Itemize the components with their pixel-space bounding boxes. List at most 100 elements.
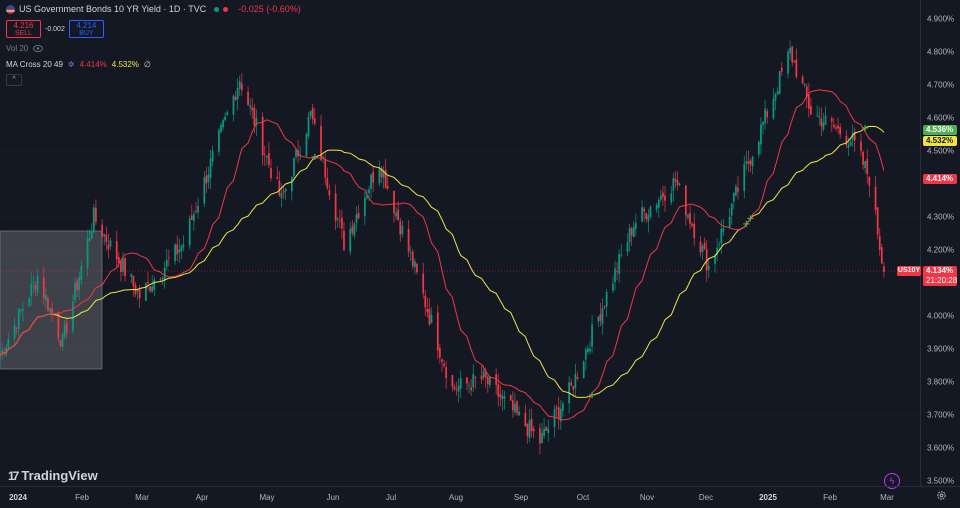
last-price-badge: 4.134% 21:20:28: [923, 266, 957, 286]
candle-body: [459, 377, 462, 389]
price-tick: 4.000%: [927, 311, 955, 321]
candle-body: [265, 156, 268, 158]
candle-body: [445, 367, 447, 379]
buy-button[interactable]: 4.214 BUY: [68, 20, 104, 38]
candle-body: [874, 186, 877, 211]
candle-body: [824, 115, 827, 125]
candle-body: [295, 149, 297, 158]
sell-button[interactable]: 4.216 SELL: [6, 20, 41, 38]
candle-body: [368, 189, 370, 194]
candle-body: [835, 127, 837, 129]
price-chart[interactable]: +++++: [0, 0, 920, 486]
candle-body: [211, 150, 214, 162]
candle-body: [49, 308, 51, 312]
candle-body: [372, 171, 375, 183]
candle-body: [311, 107, 314, 120]
candle-body: [468, 384, 470, 386]
candle-body: [614, 268, 616, 283]
symbol-title[interactable]: US Government Bonds 10 YR Yield · 1D · T…: [19, 4, 207, 14]
selection-box[interactable]: [0, 230, 103, 370]
candle-body: [353, 223, 356, 236]
candle-body: [80, 266, 83, 280]
candle-body: [822, 122, 825, 130]
candle-body: [647, 215, 650, 222]
candle-body: [674, 179, 677, 182]
candle-body: [324, 158, 327, 178]
ma-slow-line: [0, 125, 885, 398]
eye-icon[interactable]: [33, 45, 44, 52]
candle-body: [178, 249, 181, 253]
candle-body: [699, 241, 702, 253]
candle-body: [182, 244, 185, 248]
candle-body: [630, 228, 633, 236]
candle-body: [117, 257, 120, 264]
candle-body: [849, 142, 852, 146]
candle-body: [92, 207, 95, 233]
candle-body: [499, 394, 502, 398]
collapse-legend-button[interactable]: ^: [6, 74, 22, 86]
candle-body: [176, 244, 179, 255]
ma-cross-legend[interactable]: MA Cross 20 49 ✲ 4.414% 4.532% ∅: [6, 60, 151, 69]
price-scale[interactable]: 4.900% 4.800% 4.700% 4.600% 4.500% 4.300…: [920, 0, 960, 486]
candle-body: [532, 428, 535, 432]
volume-indicator[interactable]: Vol 20: [6, 44, 44, 53]
candle-body: [480, 375, 483, 380]
price-tick: 3.600%: [927, 443, 955, 453]
time-label: Feb: [823, 493, 837, 502]
candle-body: [818, 116, 821, 118]
ma-fast-line: [0, 89, 885, 421]
candle-body: [597, 316, 600, 322]
candle-body: [101, 224, 104, 237]
candle-body: [32, 282, 35, 283]
candle-body: [539, 428, 541, 444]
time-scale[interactable]: 2024 Feb Mar Apr May Jun Jul Aug Sep Oct…: [0, 486, 960, 508]
us-flag-icon: [6, 4, 15, 14]
candle-body: [634, 223, 637, 229]
candle-body: [439, 347, 441, 358]
candle-body: [138, 289, 141, 299]
candle-body: [261, 116, 264, 156]
candle-body: [866, 159, 869, 175]
candle-body: [833, 124, 835, 128]
candle-body: [109, 240, 112, 247]
time-label: Dec: [698, 493, 714, 502]
candle-body: [678, 183, 681, 185]
candle-body: [868, 176, 871, 186]
candle-body: [837, 125, 839, 129]
candle-body: [341, 217, 343, 229]
candle-body: [489, 376, 491, 386]
candle-body: [803, 84, 806, 86]
price-tick: 3.700%: [927, 410, 955, 420]
candle-body: [853, 131, 856, 141]
candle-body: [511, 400, 514, 411]
spread-value: -0.002: [45, 25, 65, 33]
candle-body: [641, 207, 643, 222]
candle-body: [22, 308, 24, 311]
indicator-settings-icon[interactable]: ✲: [67, 60, 75, 69]
candle-body: [774, 94, 777, 101]
candle-body: [218, 130, 220, 152]
candle-body: [276, 177, 279, 179]
candle-body: [655, 204, 658, 210]
candle-body: [645, 212, 648, 219]
gear-icon[interactable]: [936, 490, 947, 501]
candle-body: [730, 203, 733, 216]
candle-body: [687, 214, 689, 218]
time-label: Feb: [75, 493, 89, 502]
candle-body: [805, 86, 808, 98]
candle-body: [1, 349, 3, 354]
candle-body: [670, 193, 673, 203]
candle-body: [472, 374, 475, 388]
candle-body: [30, 284, 33, 297]
candle-body: [443, 363, 445, 367]
candle-body: [632, 226, 635, 238]
tradingview-logo: 17 TradingView: [8, 468, 98, 483]
last-price-value: 4.134%: [926, 266, 954, 275]
candle-body: [220, 124, 222, 132]
ma-cross-marker: +: [746, 214, 754, 225]
candle-body: [207, 174, 210, 182]
candle-body: [130, 274, 133, 277]
candle-body: [880, 247, 883, 264]
lightning-icon[interactable]: ϟ: [884, 473, 900, 489]
candle-body: [313, 118, 316, 124]
